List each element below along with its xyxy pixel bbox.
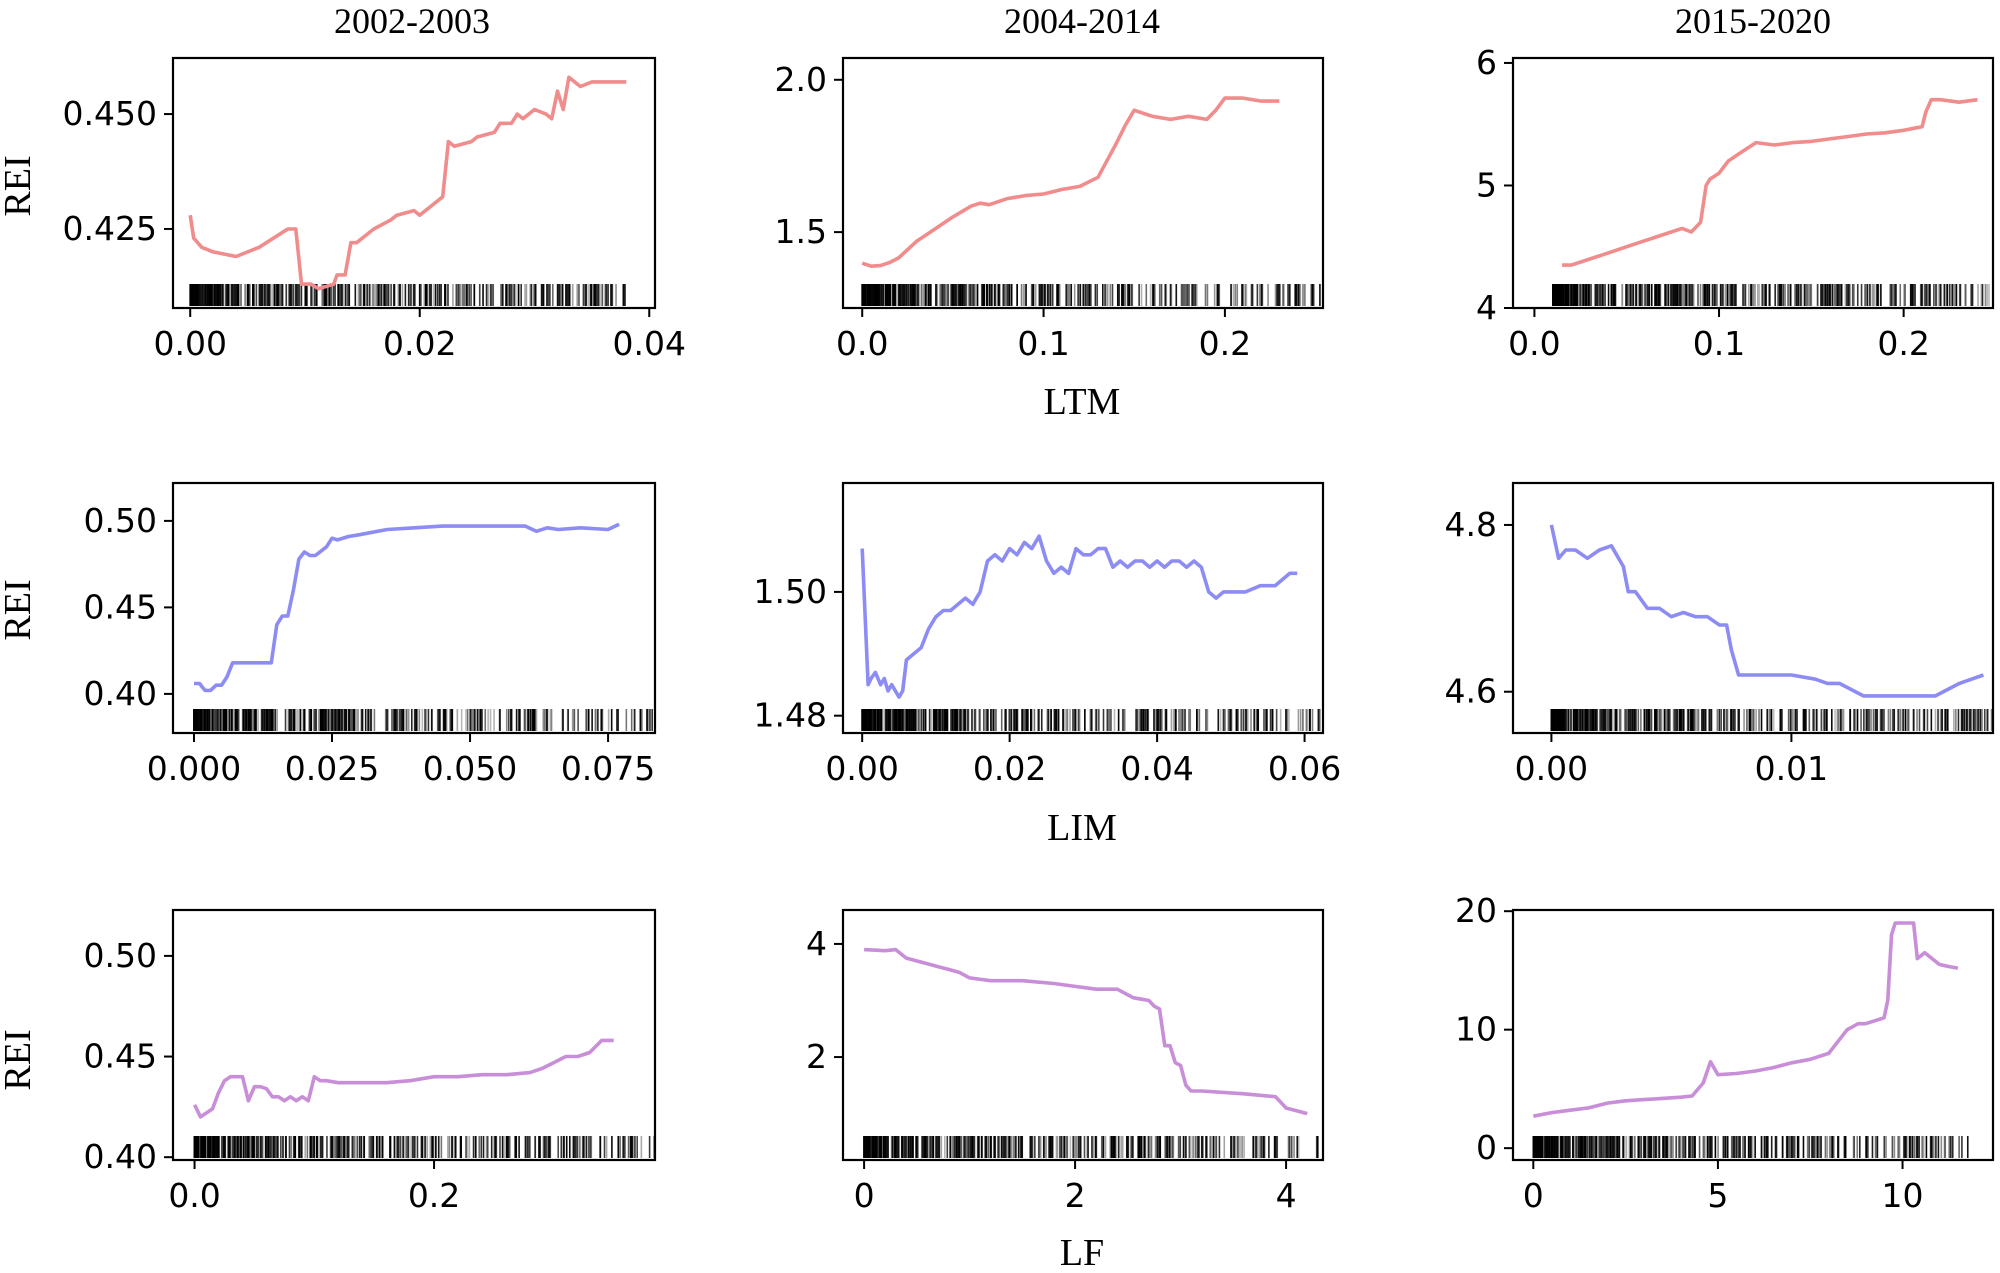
y-tick-label: 1.5 — [775, 212, 827, 251]
axes-frame-lim-2004-2014 — [841, 481, 1325, 735]
panel-lim-2004-2014: 0.00 0.02 0.04 0.06 1.48 1.50 — [754, 481, 1341, 788]
rug-lim-2002-2003 — [193, 709, 653, 731]
x-tick-label: 10 — [1882, 1176, 1924, 1215]
x-tick-label: 0.04 — [1120, 749, 1193, 788]
axes-frame-lim-2015-2020 — [1511, 481, 1995, 735]
column-title-2004-2014: 2004-2014 — [1004, 1, 1160, 41]
y-tick-label: 1.50 — [754, 572, 827, 611]
series-line-lf-2004-2014 — [864, 947, 1308, 1116]
x-tick-label: 0.050 — [423, 749, 517, 788]
panel-lf-2004-2014: 0 2 4 2 4 — [806, 908, 1325, 1215]
y-tick-label: 4 — [806, 924, 827, 963]
y-tick-label: 20 — [1455, 891, 1497, 930]
column-title-2015-2020: 2015-2020 — [1675, 1, 1831, 41]
series-line-lf-2015-2020 — [1532, 921, 1959, 1118]
x-tick-label: 0.1 — [1017, 324, 1069, 363]
axes-frame-lim-2002-2003 — [171, 481, 657, 735]
y-tick-label: 10 — [1455, 1010, 1497, 1049]
y-tick-label: 0.45 — [84, 587, 157, 626]
axes-frame-lf-2004-2014 — [841, 908, 1325, 1162]
y-tick-label: 4.6 — [1445, 672, 1497, 711]
axes-frame-ltm-2004-2014 — [841, 56, 1325, 310]
panel-lim-2015-2020: 0.00 0.01 4.6 4.8 — [1445, 481, 1995, 788]
y-tick-label: 0.450 — [63, 94, 157, 133]
y-tick-label: 4 — [1476, 288, 1497, 327]
x-tick-label: 0.00 — [1515, 749, 1588, 788]
x-tick-label: 0.1 — [1693, 324, 1745, 363]
column-title-2002-2003: 2002-2003 — [334, 1, 490, 41]
row-ylabel-1: REI — [0, 155, 39, 216]
x-tick-label: 0.2 — [1877, 324, 1929, 363]
row-ylabel-2: REI — [0, 579, 39, 640]
x-tick-label: 5 — [1707, 1176, 1728, 1215]
row-ylabel-3: REI — [0, 1029, 39, 1090]
rug-lf-2015-2020 — [1532, 1136, 1969, 1158]
x-tick-label: 2 — [1065, 1176, 1086, 1215]
x-tick-label: 0.2 — [408, 1176, 460, 1215]
y-tick-label: 1.48 — [754, 696, 827, 735]
xlabel-ltm: LTM — [1044, 381, 1121, 423]
rug-ltm-2015-2020 — [1552, 284, 1990, 306]
x-tick-label: 0.01 — [1755, 749, 1828, 788]
xlabel-lf: LF — [1060, 1232, 1104, 1273]
x-tick-label: 0.00 — [153, 324, 226, 363]
x-tick-label: 0.000 — [147, 749, 241, 788]
rug-ltm-2002-2003 — [189, 284, 626, 306]
panel-lf-2015-2020: 0 5 10 0 10 20 — [1455, 891, 1995, 1215]
series-line-lf-2002-2003 — [192, 1038, 614, 1119]
series-line-lim-2002-2003 — [194, 522, 620, 693]
y-tick-label: 0.50 — [84, 936, 157, 975]
rug-lf-2002-2003 — [193, 1136, 655, 1158]
x-tick-label: 0 — [854, 1176, 875, 1215]
x-tick-label: 0 — [1523, 1176, 1544, 1215]
series-line-ltm-2015-2020 — [1562, 97, 1978, 267]
panel-ltm-2002-2003: 0.00 0.02 0.04 0.425 0.450 — [63, 56, 686, 363]
series-line-lim-2004-2014 — [860, 534, 1298, 699]
x-tick-label: 0.075 — [561, 749, 655, 788]
y-tick-label: 2.0 — [775, 60, 827, 99]
panel-ltm-2004-2014: 0.0 0.1 0.2 1.5 2.0 — [775, 56, 1325, 363]
x-tick-label: 4 — [1276, 1176, 1297, 1215]
x-tick-label: 0.2 — [1199, 324, 1251, 363]
series-line-ltm-2004-2014 — [861, 96, 1280, 268]
y-tick-label: 0.50 — [84, 501, 157, 540]
x-tick-label: 0.02 — [973, 749, 1046, 788]
y-tick-label: 0 — [1476, 1128, 1497, 1167]
y-tick-label: 4.8 — [1445, 505, 1497, 544]
y-tick-label: 2 — [806, 1037, 827, 1076]
y-tick-label: 0.40 — [84, 1137, 157, 1176]
x-tick-label: 0.02 — [383, 324, 456, 363]
rug-lim-2004-2014 — [861, 709, 1321, 731]
axes-frame-ltm-2002-2003 — [171, 56, 657, 310]
rug-ltm-2004-2014 — [861, 284, 1321, 306]
series-line-ltm-2002-2003 — [188, 75, 627, 291]
x-tick-label: 0.0 — [836, 324, 888, 363]
x-tick-label: 0.00 — [825, 749, 898, 788]
y-tick-label: 5 — [1476, 165, 1497, 204]
xlabel-lim: LIM — [1047, 807, 1117, 849]
x-tick-label: 0.06 — [1268, 749, 1341, 788]
panel-lim-2002-2003: 0.000 0.025 0.050 0.075 0.40 0.45 0.50 — [84, 481, 657, 788]
x-tick-label: 0.025 — [285, 749, 379, 788]
rug-lim-2015-2020 — [1550, 709, 1993, 731]
y-tick-label: 6 — [1476, 43, 1497, 82]
x-tick-label: 0.0 — [168, 1176, 220, 1215]
axes-frame-lf-2015-2020 — [1511, 908, 1995, 1162]
panel-lf-2002-2003: 0.0 0.2 0.40 0.45 0.50 — [84, 908, 657, 1215]
axes-frame-lf-2002-2003 — [171, 908, 657, 1162]
rug-lf-2004-2014 — [863, 1136, 1319, 1158]
y-tick-label: 0.45 — [84, 1037, 157, 1076]
y-tick-label: 0.425 — [63, 209, 157, 248]
panel-ltm-2015-2020: 0.0 0.1 0.2 4 5 6 — [1476, 43, 1995, 363]
x-tick-label: 0.04 — [613, 324, 686, 363]
series-line-lim-2015-2020 — [1549, 524, 1984, 698]
x-tick-label: 0.0 — [1508, 324, 1560, 363]
y-tick-label: 0.40 — [84, 674, 157, 713]
axes-frame-ltm-2015-2020 — [1511, 56, 1995, 310]
